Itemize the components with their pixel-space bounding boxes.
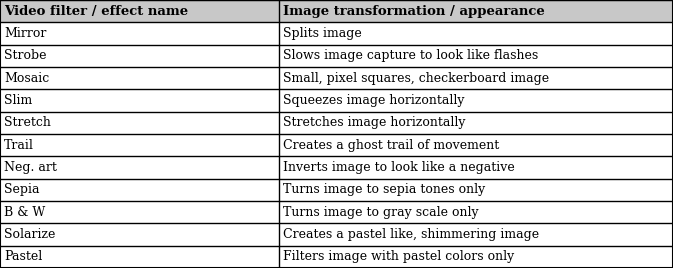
Bar <box>0 0 673 22</box>
Text: Mirror: Mirror <box>4 27 46 40</box>
Text: Mosaic: Mosaic <box>4 72 49 85</box>
Text: B & W: B & W <box>4 206 45 219</box>
Text: Pastel: Pastel <box>4 250 42 263</box>
Text: Squeezes image horizontally: Squeezes image horizontally <box>283 94 465 107</box>
Text: Small, pixel squares, checkerboard image: Small, pixel squares, checkerboard image <box>283 72 549 85</box>
Text: Neg. art: Neg. art <box>4 161 57 174</box>
Text: Trail: Trail <box>4 139 34 152</box>
Text: Sepia: Sepia <box>4 183 40 196</box>
Text: Inverts image to look like a negative: Inverts image to look like a negative <box>283 161 515 174</box>
Text: Creates a ghost trail of movement: Creates a ghost trail of movement <box>283 139 499 152</box>
Text: Video filter / effect name: Video filter / effect name <box>4 5 188 18</box>
Text: Strobe: Strobe <box>4 49 46 62</box>
Text: Image transformation / appearance: Image transformation / appearance <box>283 5 545 18</box>
Text: Solarize: Solarize <box>4 228 55 241</box>
Text: Creates a pastel like, shimmering image: Creates a pastel like, shimmering image <box>283 228 540 241</box>
Text: Splits image: Splits image <box>283 27 362 40</box>
Text: Stretches image horizontally: Stretches image horizontally <box>283 116 466 129</box>
Text: Turns image to gray scale only: Turns image to gray scale only <box>283 206 479 219</box>
Text: Slim: Slim <box>4 94 32 107</box>
Text: Slows image capture to look like flashes: Slows image capture to look like flashes <box>283 49 538 62</box>
Text: Stretch: Stretch <box>4 116 51 129</box>
Text: Turns image to sepia tones only: Turns image to sepia tones only <box>283 183 486 196</box>
Text: Filters image with pastel colors only: Filters image with pastel colors only <box>283 250 515 263</box>
